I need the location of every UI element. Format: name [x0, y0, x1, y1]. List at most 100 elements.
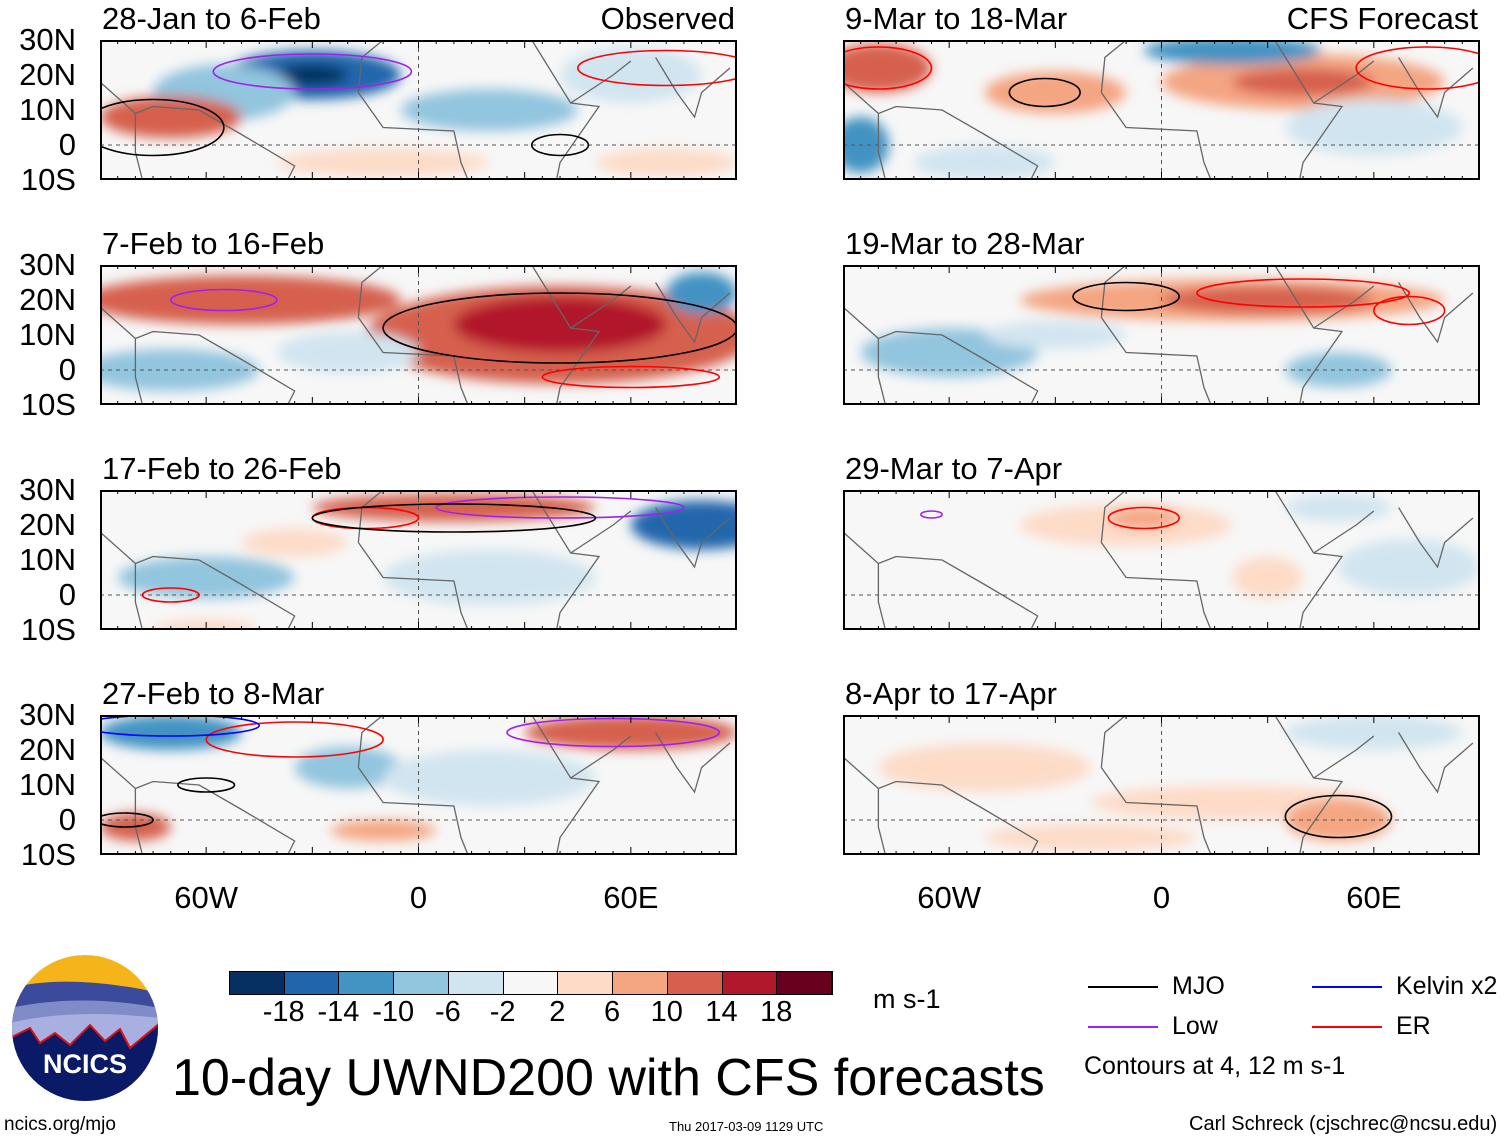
map-panel	[843, 265, 1480, 405]
wind-anomaly-region	[984, 71, 1127, 114]
colorbar-swatch	[339, 972, 395, 994]
timestamp: Thu 2017-03-09 1129 UTC	[669, 1119, 824, 1134]
lat-label: 20N	[19, 57, 76, 92]
wind-anomaly-region	[595, 148, 737, 177]
ncics-logo: NCICS	[10, 953, 160, 1103]
contour-er	[205, 721, 384, 758]
colorbar-swatch	[394, 972, 449, 994]
wind-anomaly-region	[843, 117, 889, 173]
wind-anomaly-region	[1285, 715, 1463, 750]
wind-anomaly-region	[276, 148, 490, 177]
colorbar-swatch	[722, 972, 778, 994]
contour-mjo	[1008, 77, 1081, 108]
lat-label: 0	[58, 127, 76, 162]
wind-anomaly-region	[1232, 68, 1374, 96]
panel-frame	[100, 715, 737, 855]
panel-frame	[843, 490, 1480, 630]
colorbar-swatch	[613, 972, 668, 994]
lon-label: 60E	[603, 880, 659, 915]
wind-anomaly-region	[984, 321, 1127, 349]
contour-er	[1373, 295, 1446, 326]
wind-anomaly-region	[1232, 556, 1304, 599]
legend-label: Low	[1172, 1012, 1218, 1040]
lat-label: 10N	[19, 542, 76, 577]
panel-title: 28-Jan to 6-Feb	[102, 1, 321, 36]
wind-anomaly-region	[913, 145, 1056, 180]
legend-line-kelvin	[1312, 986, 1382, 988]
wind-anomaly-region	[984, 823, 1197, 852]
lat-label: 30N	[19, 472, 76, 507]
panel-frame	[100, 490, 737, 630]
contour-mjo	[100, 98, 225, 157]
lat-label: 10S	[20, 387, 76, 422]
panel-title: 7-Feb to 16-Feb	[102, 226, 325, 261]
colorbar-tick-label: -18	[262, 996, 305, 1028]
contour-er	[1355, 46, 1480, 90]
colorbar	[229, 971, 833, 995]
wind-anomaly-region	[843, 43, 932, 93]
lon-label: 60E	[1346, 880, 1402, 915]
wind-anomaly-region	[383, 750, 596, 806]
credit: Carl Schreck (cjschrec@ncsu.edu)	[1189, 1113, 1498, 1135]
panel-frame	[843, 265, 1480, 405]
colorbar-tick-label: 6	[604, 996, 621, 1028]
colorbar-tick-label: 2	[549, 996, 566, 1028]
lat-label: 20N	[19, 507, 76, 542]
wind-anomaly-region	[1285, 99, 1463, 156]
coastline	[100, 715, 731, 855]
forecast-label: CFS Forecast	[1286, 1, 1478, 36]
panel-title: 19-Mar to 28-Mar	[845, 226, 1085, 261]
colorbar-swatch	[777, 972, 833, 994]
wind-anomaly-region	[400, 89, 578, 131]
wind-anomaly-region	[1338, 539, 1480, 595]
colorbar-swatch	[448, 972, 504, 994]
coastline	[843, 490, 1474, 630]
coastline	[843, 265, 1474, 405]
lat-label: 10S	[20, 837, 76, 872]
panel-frame	[843, 40, 1480, 180]
contour-kelvin	[100, 715, 261, 737]
map-panel	[100, 715, 737, 855]
contour-er	[1107, 506, 1180, 530]
lat-label: 0	[58, 352, 76, 387]
wind-anomaly-region	[1285, 352, 1392, 388]
lon-label: 0	[1152, 880, 1171, 915]
colorbar-tick-label: -2	[489, 996, 516, 1028]
lat-label: 10S	[20, 612, 76, 647]
logo-text: NCICS	[42, 1049, 127, 1079]
colorbar-swatch	[558, 972, 614, 994]
contour-er	[141, 587, 200, 603]
legend-label: ER	[1396, 1012, 1431, 1040]
wind-anomaly-region	[1285, 799, 1392, 841]
legend-label: Kelvin x2	[1396, 972, 1498, 1000]
lat-label: 10N	[19, 92, 76, 127]
lat-label: 10S	[20, 162, 76, 197]
colorbar-tick-label: 18	[760, 996, 793, 1028]
panel-title: 29-Mar to 7-Apr	[845, 451, 1063, 486]
panel-title: 17-Feb to 26-Feb	[102, 451, 342, 486]
contour-er	[576, 49, 737, 87]
contour-er	[843, 46, 933, 90]
lon-label: 60W	[174, 880, 239, 915]
map-panel	[100, 40, 737, 180]
wind-anomaly-region	[330, 820, 437, 841]
legend-line-mjo	[1088, 986, 1158, 988]
panel-title: 27-Feb to 8-Mar	[102, 676, 325, 711]
wind-anomaly-region	[241, 528, 348, 557]
wind-anomaly-region	[276, 64, 348, 86]
legend-note: Contours at 4, 12 m s-1	[1084, 1052, 1346, 1080]
wind-anomaly-region	[453, 296, 667, 353]
wind-anomaly-region	[383, 549, 596, 606]
wind-anomaly-region	[100, 275, 401, 325]
panel-title: 8-Apr to 17-Apr	[845, 676, 1057, 711]
lat-label: 30N	[19, 22, 76, 57]
colorbar-tick-label: 14	[705, 996, 738, 1028]
colorbar-swatch	[284, 972, 340, 994]
wind-anomaly-region	[100, 349, 260, 391]
contour-mjo	[177, 777, 236, 793]
colorbar-tick-label: -6	[435, 996, 461, 1028]
panel-frame	[843, 715, 1480, 855]
map-panel	[843, 490, 1480, 630]
lat-label: 20N	[19, 732, 76, 767]
